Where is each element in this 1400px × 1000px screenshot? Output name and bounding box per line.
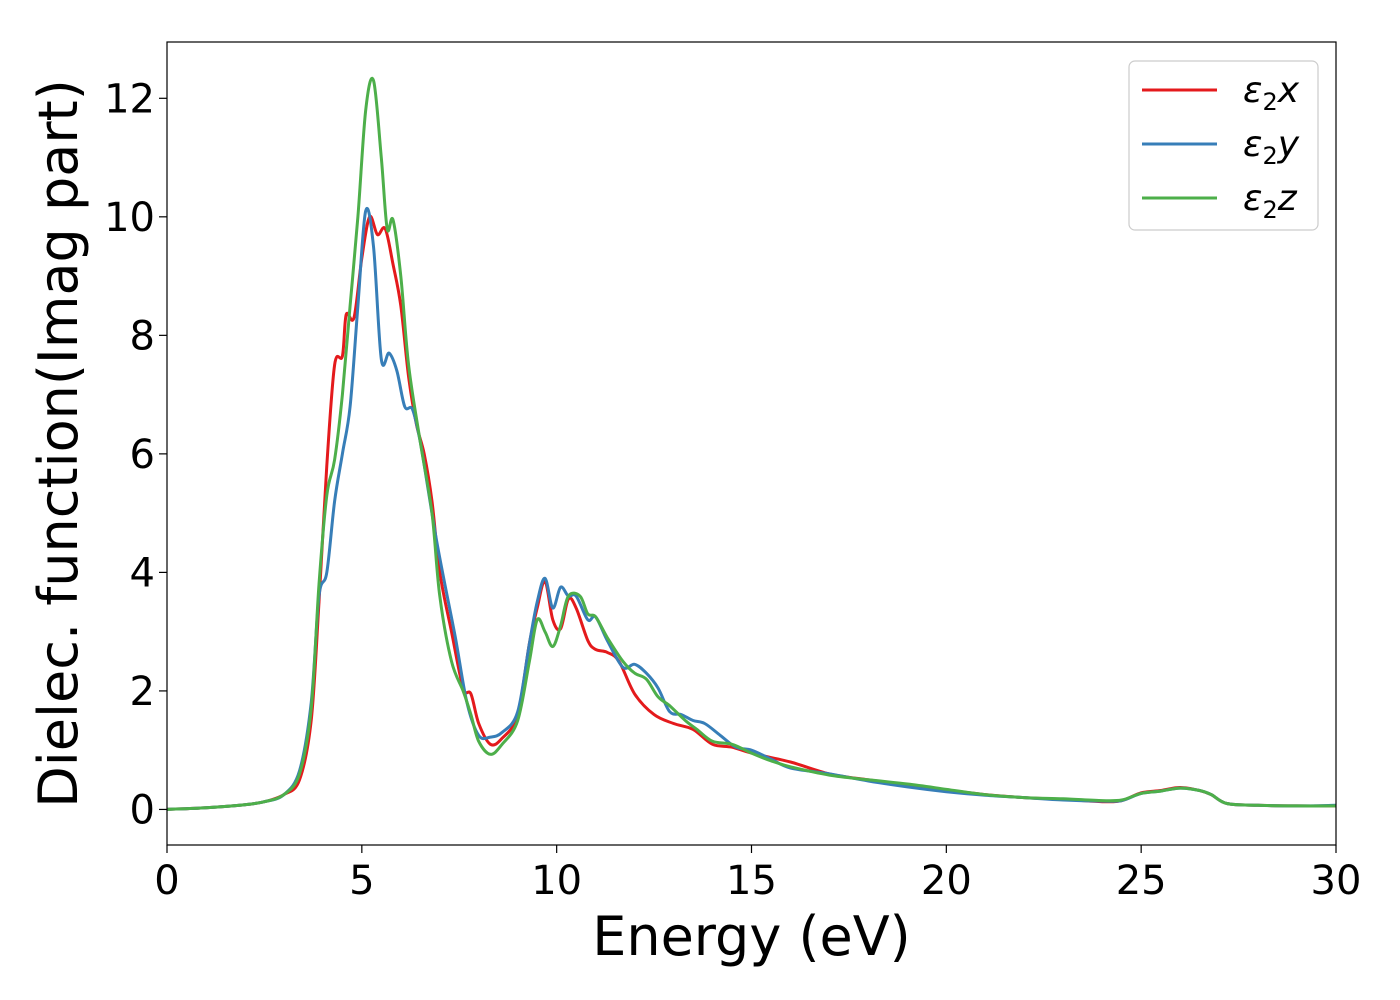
y-tick-label: 2 bbox=[130, 669, 155, 715]
x-axis-title: Energy (eV) bbox=[592, 905, 911, 968]
x-axis-ticks: 0 5 10 15 20 25 30 bbox=[154, 845, 1361, 904]
legend-box bbox=[1128, 60, 1319, 231]
series-line-z bbox=[166, 77, 1337, 811]
legend-label-x: ε2x bbox=[1243, 70, 1300, 116]
x-tick-label: 5 bbox=[349, 858, 374, 904]
y-tick-label: 4 bbox=[130, 550, 155, 596]
x-tick-label: 25 bbox=[1116, 858, 1167, 904]
x-tick-label: 0 bbox=[154, 858, 179, 904]
x-tick-label: 15 bbox=[726, 858, 777, 904]
legend-label-y: ε2y bbox=[1243, 124, 1300, 170]
x-tick-label: 10 bbox=[531, 858, 582, 904]
y-tick-label: 8 bbox=[130, 313, 155, 359]
y-tick-label: 12 bbox=[104, 76, 155, 122]
y-tick-label: 0 bbox=[130, 787, 155, 833]
y-tick-label: 6 bbox=[130, 432, 155, 478]
y-axis-title: Dielec. function(Imag part) bbox=[27, 79, 90, 808]
x-tick-label: 30 bbox=[1311, 858, 1362, 904]
series-line-x bbox=[166, 214, 1337, 811]
x-tick-label: 20 bbox=[921, 858, 972, 904]
y-axis-ticks: 0 2 4 6 8 10 12 bbox=[104, 76, 167, 833]
legend: ε2x ε2y ε2z bbox=[1128, 60, 1319, 231]
series-line-y bbox=[166, 207, 1337, 811]
series-layer bbox=[166, 77, 1337, 811]
y-tick-label: 10 bbox=[104, 195, 155, 241]
legend-label-z: ε2z bbox=[1243, 178, 1298, 224]
